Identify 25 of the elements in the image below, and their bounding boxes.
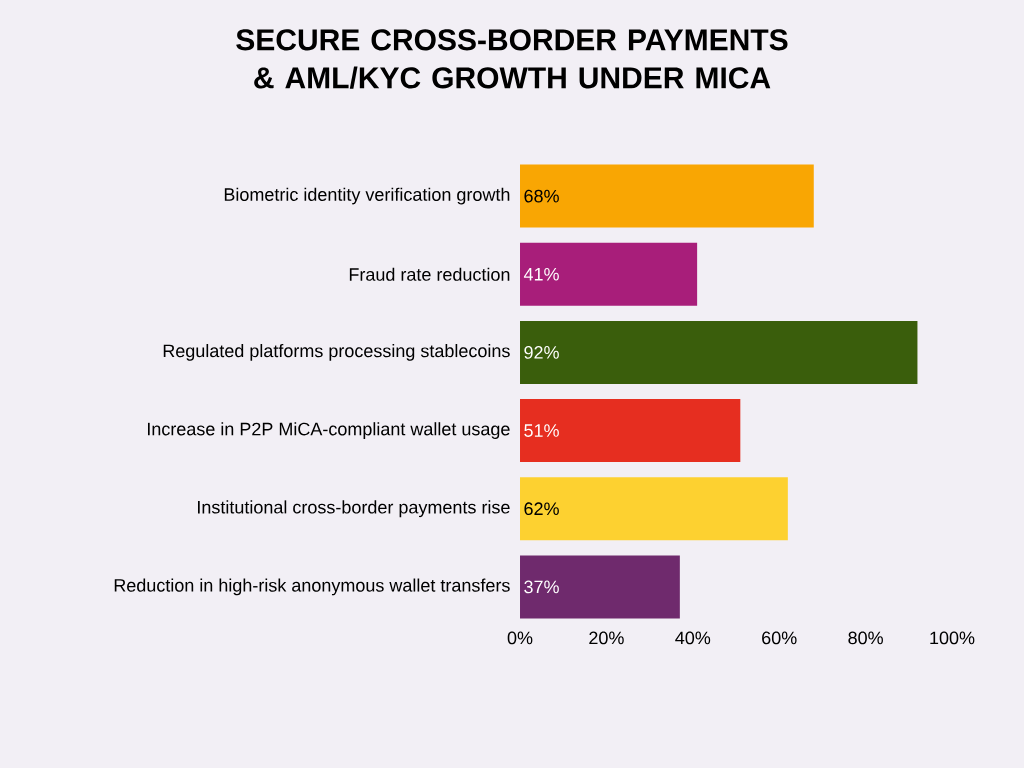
bar	[520, 164, 814, 228]
data-label: 62%	[524, 502, 559, 516]
bar	[520, 320, 918, 384]
bar	[520, 555, 680, 619]
y-tick-label: Reduction in high-risk anonymous wallet transfers	[114, 578, 510, 596]
data-label: 68%	[524, 189, 559, 203]
bar	[520, 242, 698, 306]
data-label: 51%	[524, 424, 559, 437]
x-tick-label: 0%	[507, 631, 533, 645]
y-tick-label: Fraud rate reduction	[349, 267, 510, 281]
y-tick-label: Regulated platforms processing stablecoins	[163, 344, 510, 361]
x-tick-label: 40%	[675, 631, 711, 645]
x-tick-label: 20%	[589, 631, 624, 645]
chart-title: SECURE CROSS-BORDER PAYMENTS & AML/KYC GROWTH UNDER MICA	[236, 29, 788, 89]
data-label: 92%	[524, 346, 559, 359]
y-tick-label: Increase in P2P MiCA-compliant wallet usage	[147, 422, 510, 439]
bar	[520, 477, 788, 541]
x-tick-label: 60%	[762, 631, 797, 645]
data-label: 37%	[524, 580, 559, 594]
y-tick-label: Institutional cross-border payments rise	[198, 500, 510, 518]
bar	[520, 399, 741, 463]
data-label: 41%	[523, 267, 559, 281]
x-tick-label: 100%	[930, 631, 975, 645]
y-tick-label: Biometric identity verification growth	[224, 187, 510, 205]
x-tick-label: 80%	[848, 631, 883, 645]
